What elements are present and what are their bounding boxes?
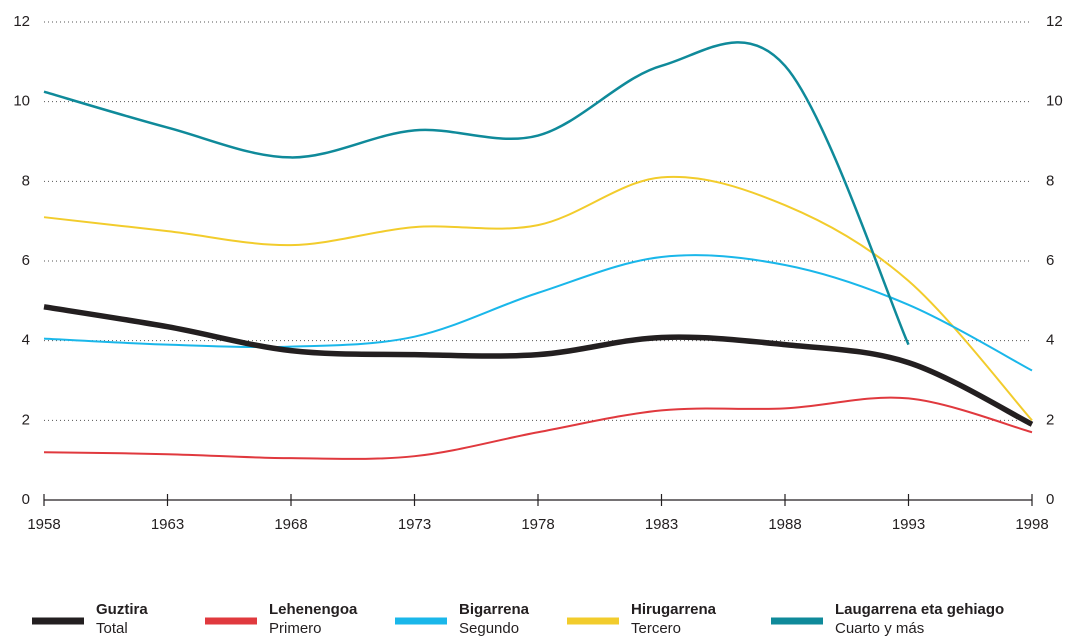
y2-tick-label: 10	[1046, 93, 1063, 110]
series-line	[43, 175, 1033, 421]
x-tick-label: 1983	[645, 516, 678, 533]
y2-tick-label: 2	[1046, 411, 1054, 428]
y2-tick-label: 6	[1046, 252, 1054, 269]
legend-label: Bigarrena	[459, 601, 530, 618]
series-line	[43, 304, 1034, 427]
legend-label: Lehenengoa	[269, 601, 358, 618]
y-tick-label: 0	[22, 491, 30, 508]
x-tick-label: 1958	[27, 516, 60, 533]
x-tick-label: 1968	[274, 516, 307, 533]
legend-sublabel: Total	[96, 620, 128, 637]
legend-label: Laugarrena eta gehiago	[835, 601, 1004, 618]
y2-tick-label: 8	[1046, 172, 1054, 189]
y-tick-label: 6	[22, 252, 30, 269]
x-tick-label: 1978	[521, 516, 554, 533]
y-tick-label: 12	[13, 13, 30, 30]
legend-sublabel: Primero	[269, 620, 322, 637]
y-tick-label: 2	[22, 411, 30, 428]
legend-label: Guztira	[96, 601, 148, 618]
legend-sublabel: Tercero	[631, 620, 681, 637]
y-tick-label: 10	[13, 93, 30, 110]
y2-tick-label: 0	[1046, 491, 1054, 508]
x-tick-label: 1973	[398, 516, 431, 533]
legend-sublabel: Cuarto y más	[835, 620, 924, 637]
x-tick-label: 1998	[1015, 516, 1048, 533]
x-tick-label: 1963	[151, 516, 184, 533]
y2-tick-label: 12	[1046, 13, 1063, 30]
x-tick-label: 1988	[768, 516, 801, 533]
legend-label: Hirugarrena	[631, 601, 717, 618]
x-tick-label: 1993	[892, 516, 925, 533]
y2-tick-label: 4	[1046, 332, 1054, 349]
series-line	[43, 254, 1033, 372]
series-line	[43, 396, 1033, 460]
legend-sublabel: Segundo	[459, 620, 519, 637]
series-line	[43, 41, 910, 346]
y-tick-label: 4	[22, 332, 30, 349]
y-tick-label: 8	[22, 172, 30, 189]
